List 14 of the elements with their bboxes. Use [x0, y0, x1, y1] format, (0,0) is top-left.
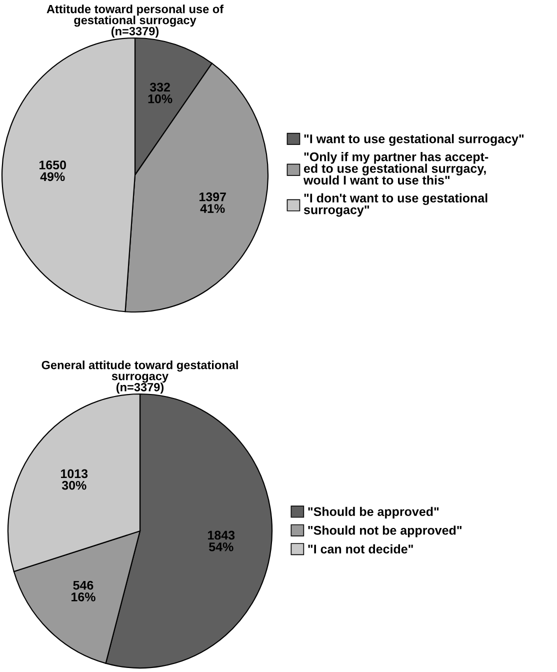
data-label: 1397 41%	[199, 192, 226, 213]
chart-title: Attitude toward personal use of gestational surrogacy (n=3379)	[46, 4, 224, 38]
legend-label: "I can not decide"	[308, 544, 413, 554]
data-label: 546 16%	[72, 580, 96, 602]
chart-title: General attitude toward gestational surrogacy (n=3379)	[42, 360, 238, 394]
data-label: 1013 30%	[61, 469, 88, 490]
data-label: 1843 54%	[208, 530, 235, 552]
legend-label: "Should be approved"	[308, 506, 439, 519]
legend-label: "Should not be approved"	[308, 526, 462, 538]
legend-label: "I want to use gestational surrogacy"	[304, 134, 524, 146]
data-label: 332 10%	[148, 82, 172, 104]
legend-label: "Only if my partner has accept- ed to use gestational surrgacy, would I want to use this"	[303, 152, 488, 185]
legend-label: "I don't want to use gestational surrogacy"	[304, 193, 488, 217]
data-label: 1650 49%	[39, 160, 66, 182]
